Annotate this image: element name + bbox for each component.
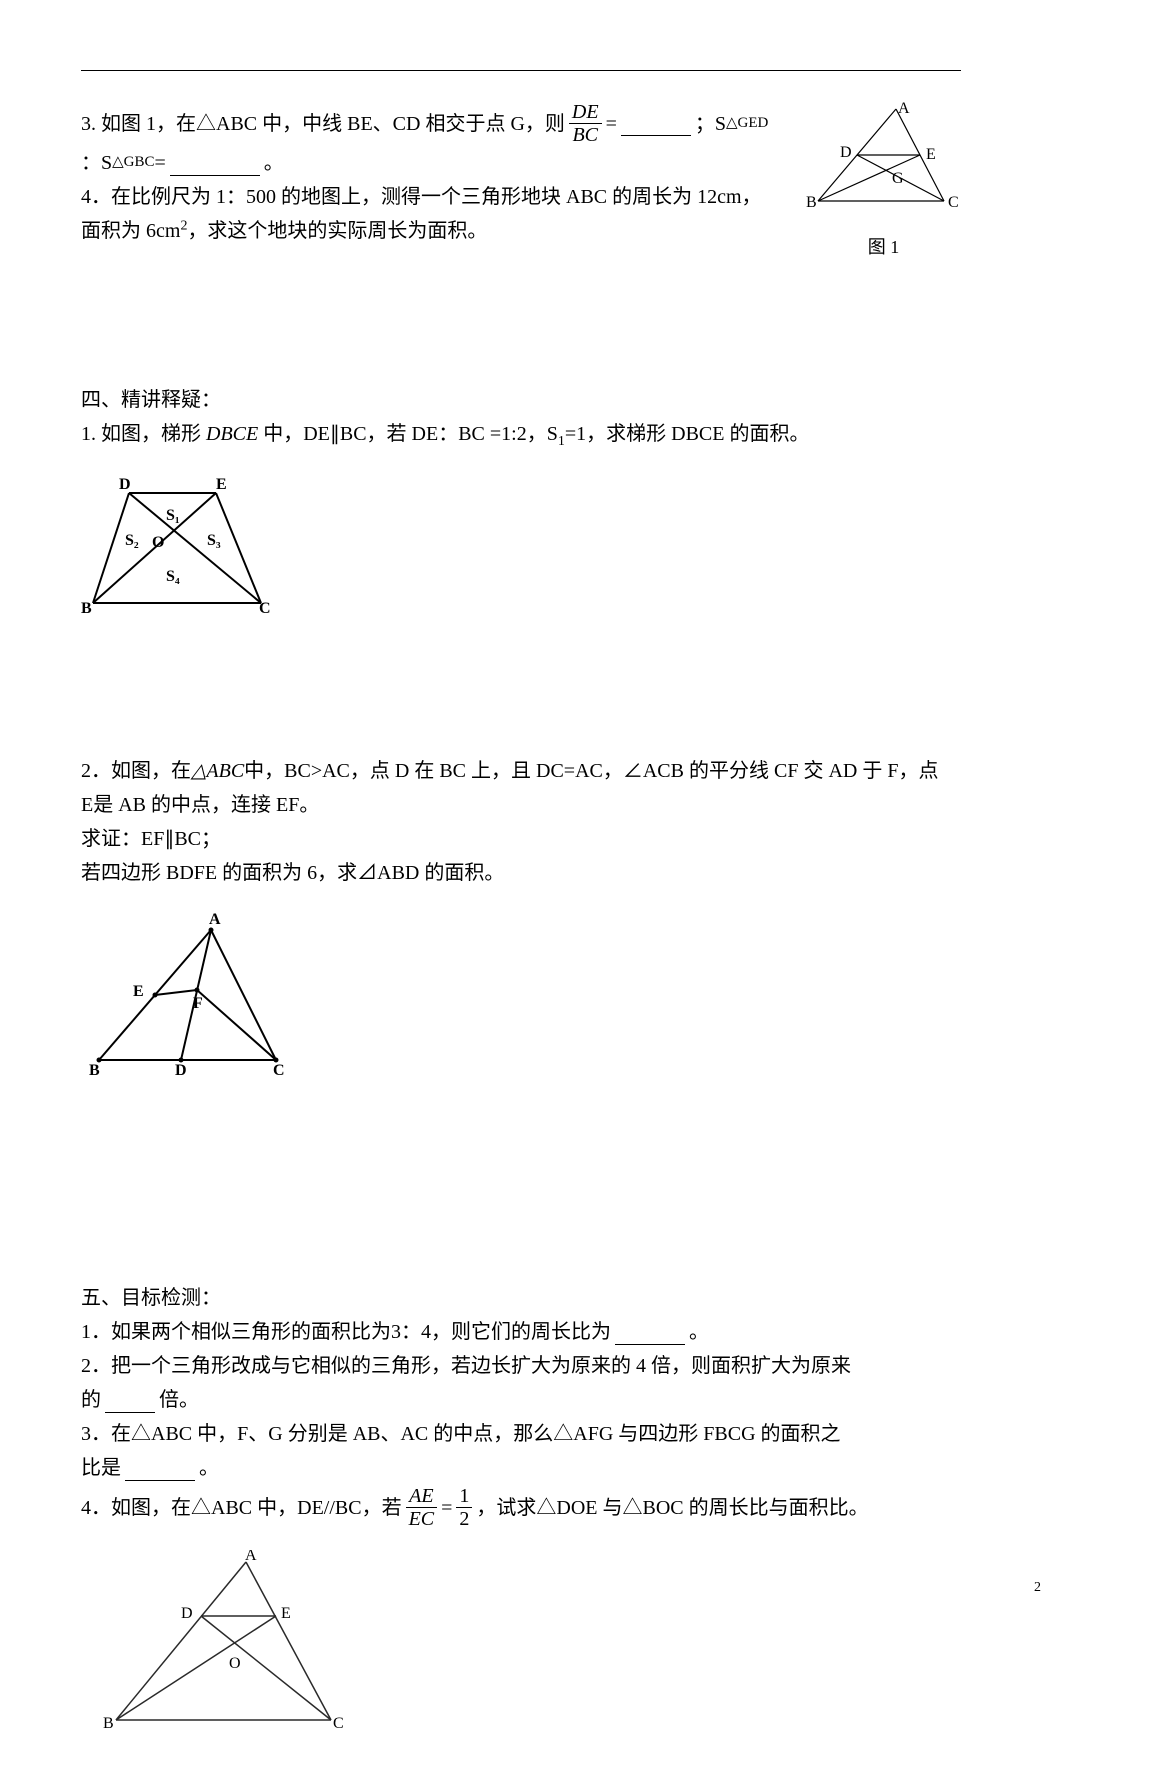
sec5-q1-a: 1．如果两个相似三角形的面积比为3：4，则它们的周长比为 xyxy=(81,1315,611,1349)
page: A B C D E G 图 1 3. 如图 1，在△ABC 中，中线 BE、CD… xyxy=(81,0,1081,1781)
sec4-q2-line1: 2．如图，在△ABC中，BC>AC，点 D 在 BC 上，且 DC=AC，∠AC… xyxy=(81,754,961,788)
tri2-b: B xyxy=(89,1062,100,1079)
sec5-q3-line1: 3．在△ABC 中，F、G 分别是 AB、AC 的中点，那么△AFG 与四边形 … xyxy=(81,1417,961,1451)
trap-s1: S₁ xyxy=(166,507,180,524)
trap-o: O xyxy=(152,534,164,551)
sec5-q4-b: ，试求△DOE 与△BOC 的周长比与面积比。 xyxy=(476,1491,868,1525)
sec5-q2-line2: 的 倍。 xyxy=(81,1383,961,1417)
sec5-q4-frac2: 1 2 xyxy=(456,1485,472,1530)
sec4-q2-b: 中，BC>AC，点 D 在 BC 上，且 DC=AC，∠ACB 的平分线 CF … xyxy=(244,760,938,782)
sec5-q4: 4．如图，在△ABC 中，DE//BC，若 AE EC = 1 2 ，试求△DO… xyxy=(81,1485,961,1530)
diag5-a: A xyxy=(245,1550,257,1564)
sec4-q2-ital: △ABC xyxy=(191,760,244,782)
sec4-q1-a: 1. 如图，梯形 xyxy=(81,423,206,445)
fig1-label-c: C xyxy=(948,194,959,211)
sec5-q4-frac1: AE EC xyxy=(406,1485,438,1530)
section-4-heading: 四、精讲释疑： xyxy=(81,383,961,417)
sec4-q2-line3: 求证：EF∥BC； xyxy=(81,822,961,856)
fig1-label-e: E xyxy=(926,146,936,163)
sec5-q4-frac1-num: AE xyxy=(406,1485,436,1508)
sec5-q2-c: 倍。 xyxy=(159,1383,199,1417)
triangle-efbc-diagram: A B C D E F xyxy=(81,910,301,1080)
tri2-f: F xyxy=(193,995,203,1012)
q4-text-b: ，求这个地块的实际周长为面积。 xyxy=(187,220,487,242)
diag5-b: B xyxy=(103,1715,114,1730)
sec5-q1-b: 。 xyxy=(689,1315,709,1349)
sec5-q1: 1．如果两个相似三角形的面积比为3：4，则它们的周长比为 。 xyxy=(81,1315,961,1349)
q3-text-3: ：S xyxy=(81,146,112,180)
trap-c: C xyxy=(259,600,271,617)
sec4-q1-b: 中，DE∥BC，若 DE：BC =1:2，S xyxy=(258,423,558,445)
q3-text-1: 3. 如图 1，在△ABC 中，中线 BE、CD 相交于点 G，则 xyxy=(81,107,565,141)
sec5-q2-b: 的 xyxy=(81,1383,101,1417)
sec4-q1-sub: 1 xyxy=(558,434,565,449)
trap-s2: S₂ xyxy=(125,532,139,549)
sec5-q4-frac2-num: 1 xyxy=(456,1485,472,1508)
trap-s3: S₃ xyxy=(207,532,221,549)
q3-text-2: ；S xyxy=(695,107,726,141)
fig1-label-b: B xyxy=(806,194,817,211)
sec5-q4-eq: = xyxy=(441,1491,452,1525)
fig1-label-d: D xyxy=(840,144,852,161)
sec4-q1: 1. 如图，梯形 DBCE 中，DE∥BC，若 DE：BC =1:2，S1=1，… xyxy=(81,417,961,454)
tri2-e: E xyxy=(133,983,144,1000)
trap-b: B xyxy=(81,600,92,617)
page-number: 2 xyxy=(1034,1580,1041,1596)
sec5-q1-blank[interactable] xyxy=(615,1320,685,1345)
tri2-c: C xyxy=(273,1062,285,1079)
q3-sub-1: △GED xyxy=(726,111,768,137)
q3-blank-2[interactable] xyxy=(170,151,260,176)
sec4-q2-a: 2．如图，在 xyxy=(81,760,191,782)
sec5-q4-frac1-den: EC xyxy=(406,1508,438,1530)
triangle-deo-diagram: A B C D E O xyxy=(101,1550,361,1730)
figure-1-svg: A B C D E G xyxy=(806,101,961,221)
figure-1-container: A B C D E G 图 1 xyxy=(806,101,961,263)
sec4-q2-line2: E是 AB 的中点，连接 EF。 xyxy=(81,788,961,822)
trapezoid-diagram: D E B C S₁ S₂ S₃ S₄ O xyxy=(81,473,281,623)
q3-eq: = xyxy=(606,107,617,141)
sec5-q2-blank[interactable] xyxy=(105,1388,155,1413)
top-rule xyxy=(81,70,961,71)
diag5-e: E xyxy=(281,1605,291,1622)
content-area: A B C D E G 图 1 3. 如图 1，在△ABC 中，中线 BE、CD… xyxy=(81,101,961,1741)
fig1-label-a: A xyxy=(898,101,910,117)
sec5-q3-c: 。 xyxy=(199,1451,219,1485)
sec5-q2-line1: 2．把一个三角形改成与它相似的三角形，若边长扩大为原来的 4 倍，则面积扩大为原… xyxy=(81,1349,961,1383)
sec5-q3-b: 比是 xyxy=(81,1451,121,1485)
q3-text-4: = xyxy=(155,146,166,180)
question-3: 3. 如图 1，在△ABC 中，中线 BE、CD 相交于点 G，则 DE BC … xyxy=(81,101,796,180)
q3-frac-num: DE xyxy=(569,101,602,124)
sec4-q2-line4: 若四边形 BDFE 的面积为 6，求⊿ABD 的面积。 xyxy=(81,856,961,890)
sec4-q1-c: =1，求梯形 DBCE 的面积。 xyxy=(565,423,810,445)
tri2-d: D xyxy=(175,1062,187,1079)
diag5-c: C xyxy=(333,1715,344,1730)
q3-frac-den: BC xyxy=(569,124,601,146)
trap-s4: S₄ xyxy=(166,568,180,585)
figure-1-caption: 图 1 xyxy=(806,232,961,263)
tri2-a: A xyxy=(209,911,221,928)
section-5-heading: 五、目标检测： xyxy=(81,1281,961,1315)
q3-blank-1[interactable] xyxy=(621,111,691,136)
sec4-q1-ital: DBCE xyxy=(206,423,258,445)
diag5-o: O xyxy=(229,1655,241,1672)
diag5-d: D xyxy=(181,1605,193,1622)
q4-text-a: 面积为 6cm xyxy=(81,220,180,242)
sec5-q4-frac2-den: 2 xyxy=(456,1508,472,1530)
fig1-label-g: G xyxy=(892,170,904,187)
trap-d: D xyxy=(119,476,131,493)
sec5-q3-blank[interactable] xyxy=(125,1456,195,1481)
sec5-q3-line2: 比是 。 xyxy=(81,1451,961,1485)
trap-e: E xyxy=(216,476,227,493)
q3-fraction: DE BC xyxy=(569,101,602,146)
q3-end: 。 xyxy=(264,146,284,180)
q3-sub-2: △GBC xyxy=(112,150,154,176)
sec5-q4-a: 4．如图，在△ABC 中，DE//BC，若 xyxy=(81,1491,402,1525)
